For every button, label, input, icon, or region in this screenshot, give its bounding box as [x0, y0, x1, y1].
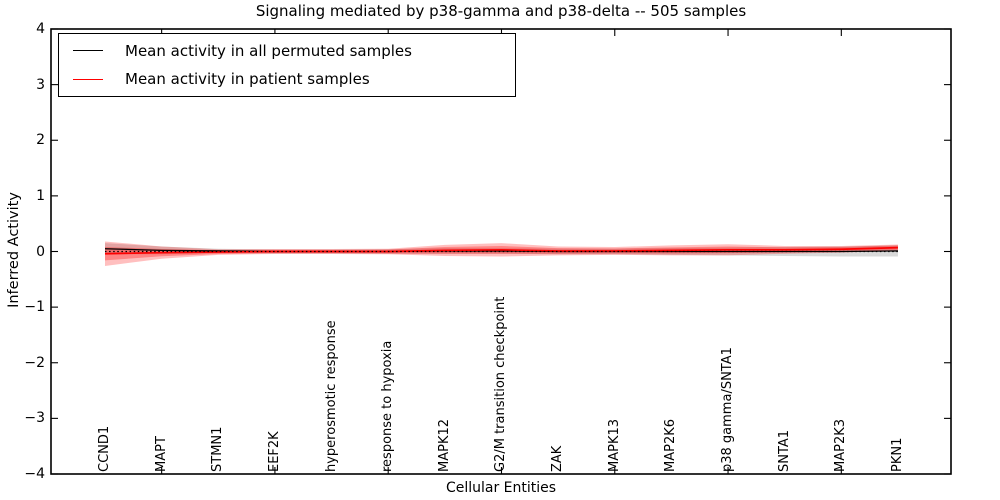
- x-tick-label: MAPK13: [606, 418, 622, 472]
- x-tick-label: MAP2K3: [833, 418, 849, 472]
- legend-label: Mean activity in patient samples: [125, 70, 370, 89]
- legend-entry-permuted: Mean activity in all permuted samples: [59, 39, 515, 63]
- x-tick-label: MAP2K6: [663, 418, 679, 472]
- patient-inner-band: [105, 245, 898, 261]
- y-tick-label: −3: [24, 410, 45, 427]
- x-tick-label: MAPT: [153, 436, 169, 472]
- red-line-sample-icon: [73, 78, 103, 80]
- patient-outer-band: [105, 241, 898, 266]
- x-tick-label: STMN1: [210, 426, 226, 472]
- y-tick-label: −2: [24, 354, 45, 371]
- y-tick-label: 4: [36, 21, 45, 37]
- legend: Mean activity in all permuted samples Me…: [58, 33, 516, 97]
- x-tick-label: MAPK12: [436, 418, 452, 472]
- x-tick-label: SNTA1: [776, 429, 792, 472]
- y-tick-label: 3: [36, 76, 45, 93]
- x-tick-label: ZAK: [550, 445, 566, 472]
- y-tick-label: 2: [36, 132, 45, 149]
- x-tick-label: EEF2K: [266, 431, 282, 472]
- x-tick-label: p38 gamma/SNTA1: [720, 347, 736, 472]
- y-tick-label: 1: [36, 187, 45, 204]
- chart-title: Signaling mediated by p38-gamma and p38-…: [255, 2, 747, 20]
- x-tick-label: PKN1: [889, 437, 905, 472]
- x-tick-label: response to hypoxia: [380, 340, 396, 472]
- black-line-sample-icon: [73, 50, 103, 52]
- y-tick-label: −4: [24, 466, 45, 482]
- y-tick-label: 0: [36, 243, 45, 260]
- x-axis-label: Cellular Entities: [445, 480, 557, 496]
- legend-entry-patient: Mean activity in patient samples: [59, 67, 515, 91]
- x-tick-label: CCND1: [97, 425, 112, 472]
- legend-label: Mean activity in all permuted samples: [125, 41, 412, 60]
- x-tick-label: hyperosmotic response: [323, 320, 339, 472]
- x-tick-label: G2/M transition checkpoint: [493, 296, 509, 472]
- y-tick-label: −1: [24, 299, 45, 316]
